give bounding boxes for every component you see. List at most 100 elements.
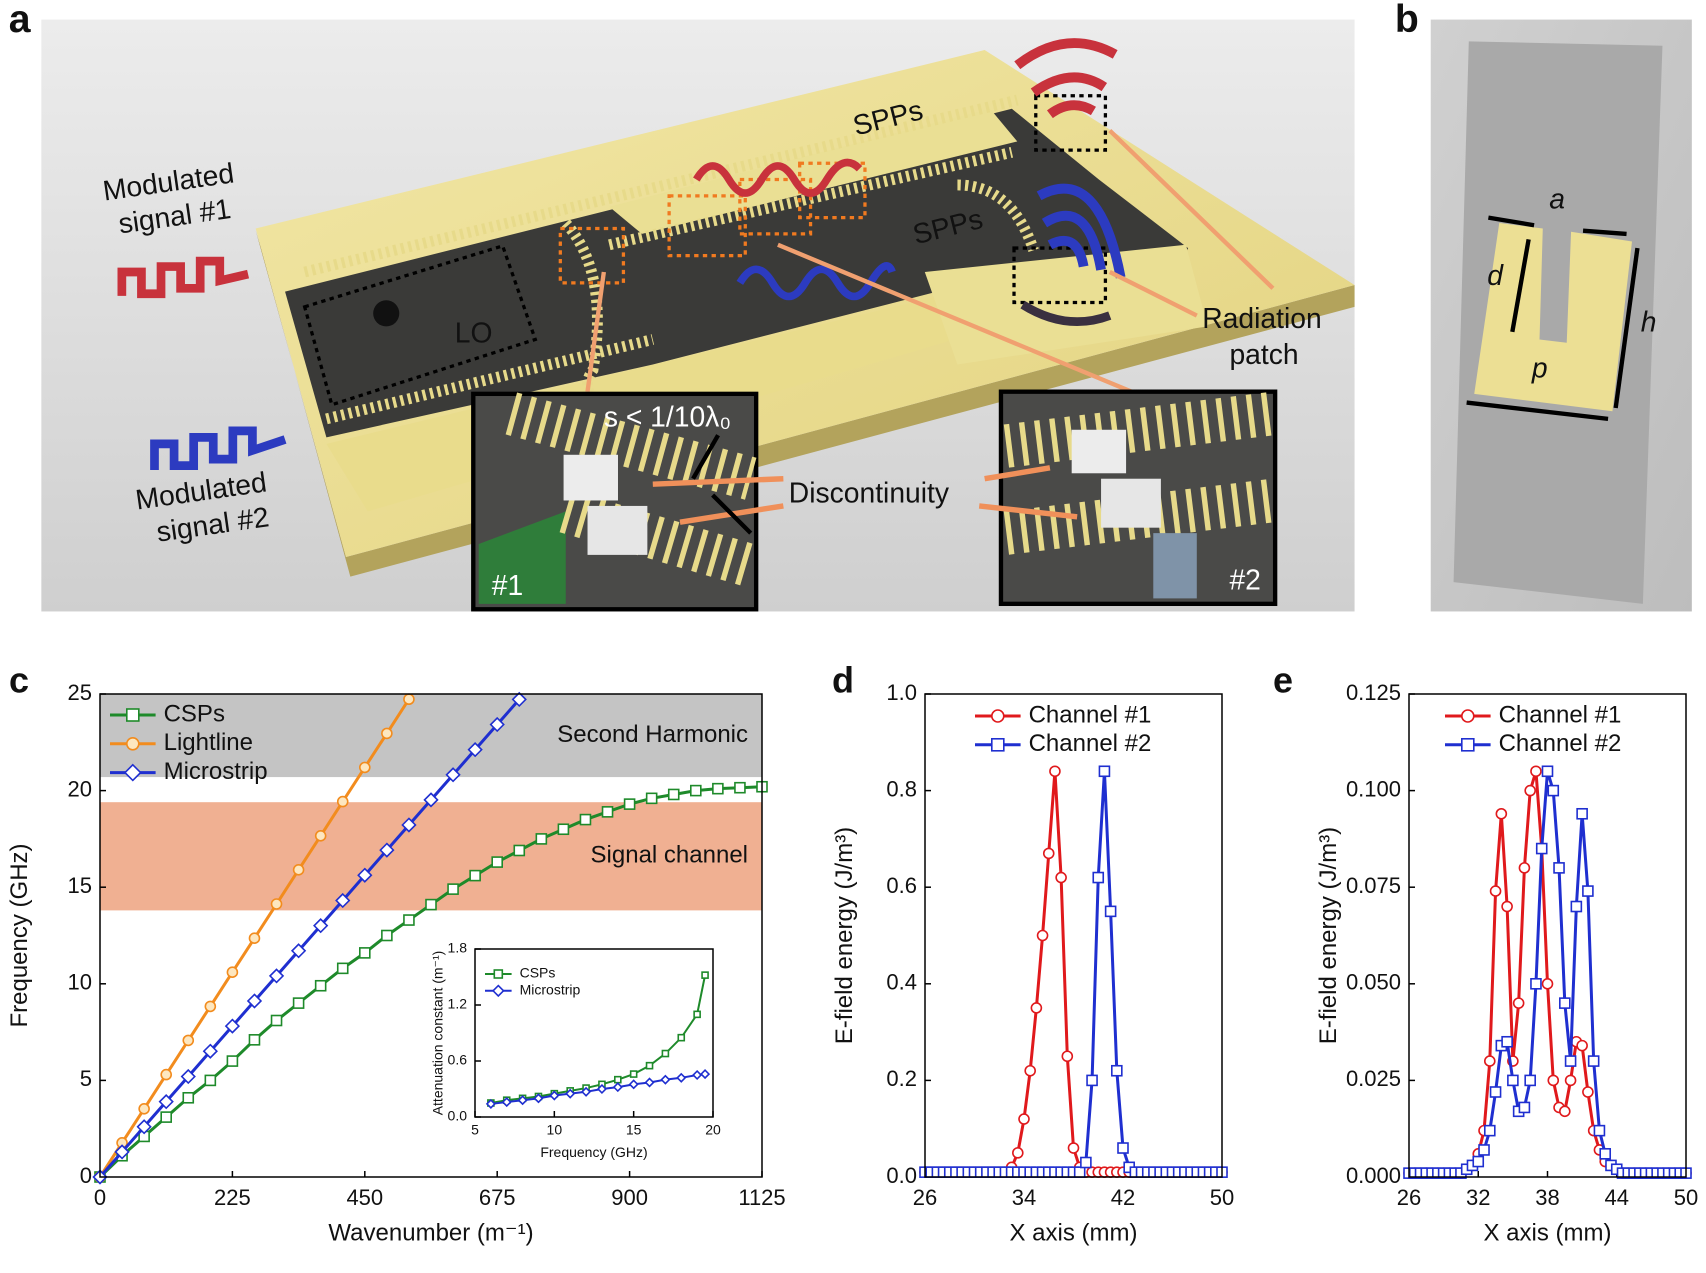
- marker: [313, 918, 329, 934]
- marker: [612, 1082, 623, 1093]
- x-tick-label: 0: [94, 1185, 106, 1210]
- marker: [623, 798, 636, 810]
- marker: [290, 943, 307, 959]
- marker: [1564, 1074, 1577, 1087]
- marker: [1576, 1039, 1588, 1052]
- marker: [676, 1072, 687, 1083]
- marker: [314, 830, 327, 842]
- marker: [491, 984, 505, 998]
- marker: [1570, 900, 1583, 913]
- slot-patch: [1474, 223, 1633, 412]
- line: [1613, 247, 1640, 409]
- marker: [1541, 765, 1554, 778]
- marker: [1483, 1055, 1496, 1067]
- radiation-arcs: [1020, 300, 1112, 326]
- legend-label: Channel #2: [1029, 730, 1152, 757]
- x-tick-label: 10: [547, 1122, 563, 1138]
- y-tick-label: 0.4: [886, 970, 917, 995]
- x-tick-label: 5: [471, 1122, 479, 1138]
- x-tick-label: 225: [214, 1185, 251, 1210]
- marker: [644, 1077, 655, 1088]
- marker: [990, 737, 1005, 752]
- marker: [485, 1098, 496, 1109]
- marker: [423, 792, 439, 808]
- marker: [224, 1018, 241, 1034]
- marker: [1080, 1156, 1092, 1169]
- lo-box: [302, 243, 538, 407]
- substrate: [285, 108, 1189, 438]
- x-tick-label: 20: [705, 1122, 721, 1138]
- marker: [204, 1074, 217, 1087]
- marker: [226, 1055, 239, 1067]
- marker: [403, 914, 415, 926]
- marker: [335, 892, 351, 909]
- y-tick-label: 0.6: [886, 873, 917, 898]
- chip: [373, 300, 400, 327]
- panel-label: b: [1395, 0, 1419, 41]
- marker: [182, 1034, 195, 1047]
- x-tick-label: 450: [346, 1185, 383, 1210]
- marker: [601, 806, 614, 818]
- y-axis-label: Frequency (GHz): [6, 843, 33, 1027]
- marker: [1461, 737, 1475, 752]
- x-tick-label: 44: [1605, 1185, 1629, 1210]
- cube: [587, 505, 648, 555]
- marker: [1547, 784, 1560, 797]
- legend-label: Microstrip: [164, 758, 268, 785]
- marker: [1599, 1148, 1612, 1160]
- marker: [357, 867, 373, 883]
- marker: [596, 1083, 607, 1095]
- y-axis-label: E-field energy (J/m³): [831, 827, 858, 1044]
- marker: [535, 833, 548, 845]
- panel-label: e: [1273, 660, 1293, 701]
- y-tick-label: 1.8: [448, 940, 468, 956]
- marker: [581, 1086, 592, 1097]
- marker: [1024, 1064, 1036, 1077]
- marker: [712, 782, 724, 795]
- band-label: Signal channel: [591, 842, 748, 869]
- marker: [1518, 1101, 1531, 1114]
- marker: [1559, 1105, 1571, 1118]
- marker: [469, 869, 481, 882]
- x-tick-label: 26: [1397, 1185, 1421, 1210]
- x-axis-label: X axis (mm): [1010, 1220, 1138, 1247]
- marker: [493, 969, 504, 979]
- y-axis-label: E-field energy (J/m³): [1315, 827, 1342, 1044]
- marker: [1582, 885, 1594, 897]
- y-tick-label: 1.2: [448, 996, 468, 1012]
- dimension-arrows: [1466, 215, 1640, 422]
- marker: [1117, 1142, 1129, 1154]
- marker: [1582, 1086, 1594, 1098]
- x-tick-label: 34: [1012, 1185, 1036, 1210]
- plot-frame: [924, 693, 1223, 1178]
- marker: [489, 716, 505, 733]
- marker: [204, 1000, 217, 1013]
- substrate-strip: [1453, 41, 1663, 604]
- line: [1488, 215, 1535, 228]
- marker: [182, 1091, 195, 1104]
- plot-background: [475, 949, 713, 1117]
- series-line: [98, 698, 521, 1178]
- marker: [126, 736, 140, 751]
- dimension-label: h: [1641, 306, 1657, 338]
- marker: [270, 898, 283, 910]
- marker: [447, 883, 459, 895]
- marker: [613, 1075, 622, 1084]
- marker: [557, 823, 570, 836]
- line: [984, 465, 1051, 482]
- marker: [358, 761, 371, 774]
- marker: [1092, 871, 1105, 884]
- marker: [990, 709, 1005, 723]
- marker: [1535, 842, 1548, 855]
- marker: [701, 971, 709, 979]
- marker: [160, 1068, 172, 1081]
- marker: [292, 864, 305, 876]
- discontinuity-arrows: [652, 465, 1078, 525]
- band: [100, 694, 762, 778]
- marker: [1018, 1113, 1030, 1125]
- dimension-label: p: [1531, 351, 1548, 383]
- marker: [1489, 1086, 1502, 1098]
- chart: Second Harmonic Signal channel 0 5 10 15 20 25 0…: [6, 660, 786, 1247]
- tspan: patch: [1229, 338, 1298, 370]
- line: [1466, 400, 1609, 422]
